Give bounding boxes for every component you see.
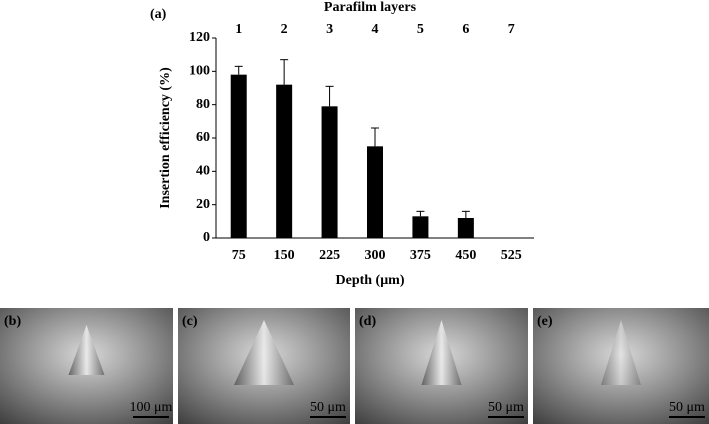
top-tick-label: 7 xyxy=(508,22,515,37)
y-tick-label: 120 xyxy=(189,30,210,45)
error-bar xyxy=(461,210,470,218)
scale-label: 50 μm xyxy=(310,400,346,415)
error-bar xyxy=(416,210,425,217)
sem-image: (b) 100 μm xyxy=(0,308,173,424)
error-bar xyxy=(371,127,379,147)
x-tick-label: 150 xyxy=(274,248,295,263)
bar xyxy=(276,84,293,239)
bar xyxy=(412,216,429,238)
microneedle xyxy=(234,320,294,385)
image-label: (e) xyxy=(537,314,553,329)
y-axis-title: Insertion efficiency (%) xyxy=(158,67,173,209)
error-bar xyxy=(234,65,243,75)
bar xyxy=(230,74,247,239)
image-label: (b) xyxy=(4,314,21,329)
error-bar xyxy=(280,59,289,85)
image-label: (c) xyxy=(182,314,198,329)
sem-image: (d) 50 μm xyxy=(355,308,528,424)
x-tick-label: 75 xyxy=(232,248,246,263)
y-tick-label: 40 xyxy=(196,164,210,179)
image-label: (d) xyxy=(359,314,376,329)
y-tick-label: 60 xyxy=(196,130,210,145)
x-tick-label: 450 xyxy=(455,248,476,263)
top-axis-title: Parafilm layers xyxy=(324,0,417,15)
error-bar xyxy=(325,85,334,107)
top-tick-label: 5 xyxy=(417,22,424,37)
bar xyxy=(457,218,474,238)
x-tick-label: 300 xyxy=(365,248,386,263)
top-tick-label: 3 xyxy=(326,22,333,37)
y-tick-label: 0 xyxy=(203,230,210,245)
microneedle xyxy=(68,325,105,375)
bar xyxy=(321,106,338,238)
y-tick-label: 20 xyxy=(196,197,210,212)
x-tick-label: 375 xyxy=(410,248,431,263)
bar xyxy=(367,146,383,238)
top-tick-label: 6 xyxy=(462,22,469,37)
top-tick-label: 1 xyxy=(235,22,242,37)
x-tick-label: 525 xyxy=(501,248,522,263)
top-tick-label: 4 xyxy=(372,22,379,37)
top-tick-label: 2 xyxy=(281,22,288,37)
x-axis-title: Depth (μm) xyxy=(336,273,405,288)
microneedle xyxy=(421,320,462,385)
y-tick-label: 100 xyxy=(189,64,210,79)
sem-image: (e) 50 μm xyxy=(533,308,709,424)
scale-label: 50 μm xyxy=(669,400,705,415)
y-tick-label: 80 xyxy=(196,97,210,112)
scale-label: 100 μm xyxy=(130,400,173,415)
panel-label: (a) xyxy=(150,7,167,22)
x-tick-label: 225 xyxy=(319,248,340,263)
scale-label: 50 μm xyxy=(488,400,524,415)
sem-image: (c) 50 μm xyxy=(178,308,350,424)
microneedle xyxy=(601,320,641,385)
